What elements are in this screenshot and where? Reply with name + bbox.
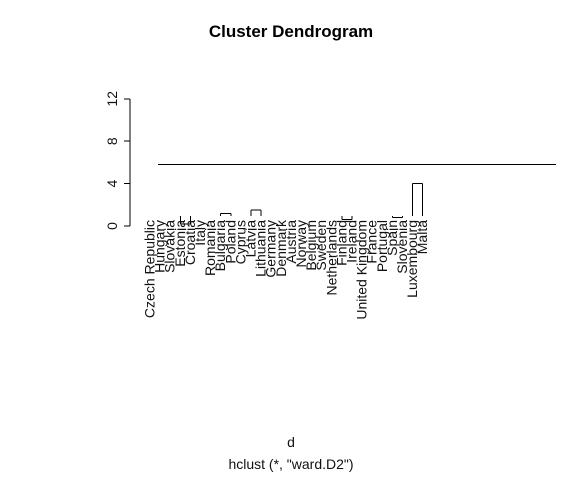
y-tick-label: 12 — [104, 91, 120, 107]
leaf-label: Croatia — [182, 220, 198, 265]
leaf-label: Germany — [263, 220, 279, 278]
leaf-label: Cyprus — [232, 220, 248, 264]
chart-subtitle: hclust (*, "ward.D2") — [228, 456, 353, 472]
leaf-label: Italy — [192, 220, 208, 246]
merge-link — [220, 212, 232, 216]
y-tick-label: 4 — [104, 179, 120, 187]
leaf-label: Poland — [222, 220, 238, 264]
merge-link — [412, 183, 424, 216]
merge-link — [179, 216, 191, 225]
leaf-label: France — [364, 220, 380, 264]
leaf-label: United Kingdom — [354, 220, 370, 320]
leaf-labels: Czech RepublicHungarySlovakiaEstoniaCroa… — [142, 219, 431, 320]
y-axis: 0 4 8 12 — [104, 91, 131, 230]
merge-link — [341, 216, 353, 221]
leaf-label: Malta — [414, 220, 430, 254]
leaf-label: Netherlands — [323, 220, 339, 296]
leaf-label: Sweden — [313, 220, 329, 271]
leaf-label: Finland — [333, 220, 349, 266]
leaf-label: Bulgaria — [212, 220, 228, 272]
leaf-label: Romania — [202, 220, 218, 276]
leaf-label: Norway — [293, 220, 309, 267]
merge-link — [250, 209, 262, 216]
merge-link — [391, 216, 403, 219]
leaf-label: Latvia — [243, 220, 259, 258]
leaf-label: Ireland — [344, 220, 360, 263]
leaf-label: Luxembourg — [404, 220, 420, 298]
leaf-label: Lithuania — [253, 220, 269, 277]
leaf-label: Slovakia — [162, 220, 178, 273]
leaf-label: Portugal — [374, 220, 390, 272]
y-tick-label: 0 — [104, 222, 120, 230]
leaf-label: Spain — [384, 220, 400, 256]
leaf-label: Belgium — [303, 220, 319, 271]
y-tick-label: 8 — [104, 137, 120, 145]
leaf-label: Estonia — [172, 220, 188, 267]
leaf-label: Slovenia — [394, 220, 410, 274]
leaf-label: Czech Republic — [142, 220, 158, 318]
leaf-label: Hungary — [152, 220, 168, 273]
dendrogram-tree — [179, 183, 424, 225]
chart-title: Cluster Dendrogram — [209, 22, 373, 41]
leaf-label: Denmark — [273, 219, 289, 277]
x-axis-label: d — [287, 434, 295, 450]
leaf-label: Austria — [283, 220, 299, 264]
